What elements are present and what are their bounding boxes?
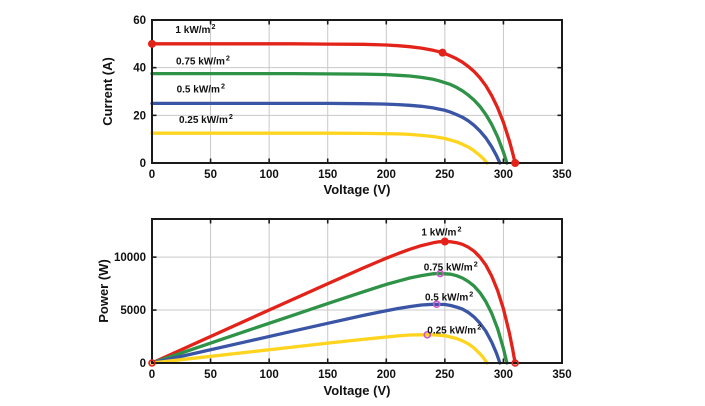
marker-dot-red — [438, 48, 447, 57]
y-tick-label: 5000 — [120, 305, 146, 317]
label-base: 1 kW/m — [421, 227, 456, 238]
y-tick-label: 40 — [133, 63, 146, 75]
x-tick-label: 250 — [435, 369, 454, 381]
annotation-0.5-kw-m: 0.5 kW/m2 — [425, 290, 473, 304]
x-axis-label: Voltage (V) — [324, 383, 391, 398]
curve-0.75-kw-m — [150, 71, 509, 165]
label-base: 0.75 kW/m — [424, 262, 473, 273]
curve-0.5-kw-m — [150, 101, 502, 165]
marker-circle-red — [148, 359, 156, 367]
annotation-0.75-kw-m: 0.75 kW/m2 — [424, 259, 478, 273]
label-superscript: 2 — [221, 82, 225, 91]
y-tick-label: 0 — [140, 158, 146, 170]
curve-0.25-kw-m — [150, 333, 489, 365]
x-tick-label: 100 — [260, 169, 279, 181]
label-base: 1 kW/m — [175, 25, 210, 36]
label-superscript: 2 — [229, 112, 233, 121]
x-axis-label: Voltage (V) — [324, 182, 391, 197]
marker-circle-red — [511, 359, 519, 367]
y-tick-label: 10000 — [114, 252, 146, 264]
x-tick-label: 0 — [149, 169, 155, 181]
marker-circle-magenta — [436, 269, 444, 278]
x-tick-label: 350 — [552, 369, 571, 381]
label-superscript: 2 — [469, 290, 473, 299]
annotation-1-kw-m: 1 kW/m2 — [175, 22, 215, 36]
y-axis-label: Current (A) — [100, 57, 115, 126]
marker-circle-magenta — [423, 331, 432, 339]
annotation-0.25-kw-m: 0.25 kW/m2 — [427, 322, 481, 336]
annotation-0.25-kw-m: 0.25 kW/m2 — [179, 112, 233, 126]
marker-dot-red — [440, 237, 449, 246]
label-superscript: 2 — [477, 322, 481, 331]
curve-0.75-kw-m — [150, 271, 509, 365]
x-tick-label: 350 — [552, 169, 571, 181]
label-base: 0.5 kW/m — [177, 85, 220, 96]
y-axis-label: Power (W) — [96, 259, 111, 323]
chart-iv-characteristics: 0 50 100 150 200 250 300 350 0 20 40 60 Voltage (V) C… — [100, 15, 572, 197]
x-tick-label: 250 — [435, 169, 454, 181]
x-tick-label: 50 — [204, 369, 217, 381]
marker-circle-magenta — [432, 300, 441, 309]
marker-dot-red — [148, 39, 157, 48]
y-tick-label: 0 — [140, 358, 146, 370]
x-tick-label: 300 — [494, 169, 513, 181]
x-tick-label: 200 — [377, 369, 396, 381]
x-tick-label: 150 — [318, 169, 337, 181]
plot-box — [151, 19, 563, 164]
y-tick-label: 20 — [133, 110, 146, 122]
label-base: 0.25 kW/m — [179, 115, 228, 126]
chart-pv-characteristics: 0 50 100 150 200 250 300 350 0 5000 10000 Voltage (… — [96, 218, 572, 398]
x-tick-label: 50 — [204, 169, 217, 181]
curve-0.25-kw-m — [150, 131, 489, 165]
x-tick-label: 0 — [149, 369, 155, 381]
annotation-1-kw-m: 1 kW/m2 — [421, 224, 461, 238]
x-tick-label: 150 — [318, 369, 337, 381]
label-base: 0.25 kW/m — [427, 325, 476, 336]
label-superscript: 2 — [211, 22, 215, 31]
label-superscript: 2 — [474, 259, 478, 268]
x-tick-label: 100 — [260, 369, 279, 381]
label-base: 0.75 kW/m — [176, 56, 225, 67]
curve-1-kw-m — [150, 42, 517, 165]
x-tick-label: 300 — [494, 369, 513, 381]
label-superscript: 2 — [226, 53, 230, 62]
y-tick-label: 60 — [133, 15, 146, 27]
marker-dot-red — [511, 159, 520, 168]
annotation-0.5-kw-m: 0.5 kW/m2 — [177, 82, 225, 96]
plot-box — [151, 218, 563, 364]
label-superscript: 2 — [457, 224, 461, 233]
label-base: 0.5 kW/m — [425, 293, 468, 304]
annotation-0.75-kw-m: 0.75 kW/m2 — [176, 53, 230, 67]
x-tick-label: 200 — [377, 169, 396, 181]
